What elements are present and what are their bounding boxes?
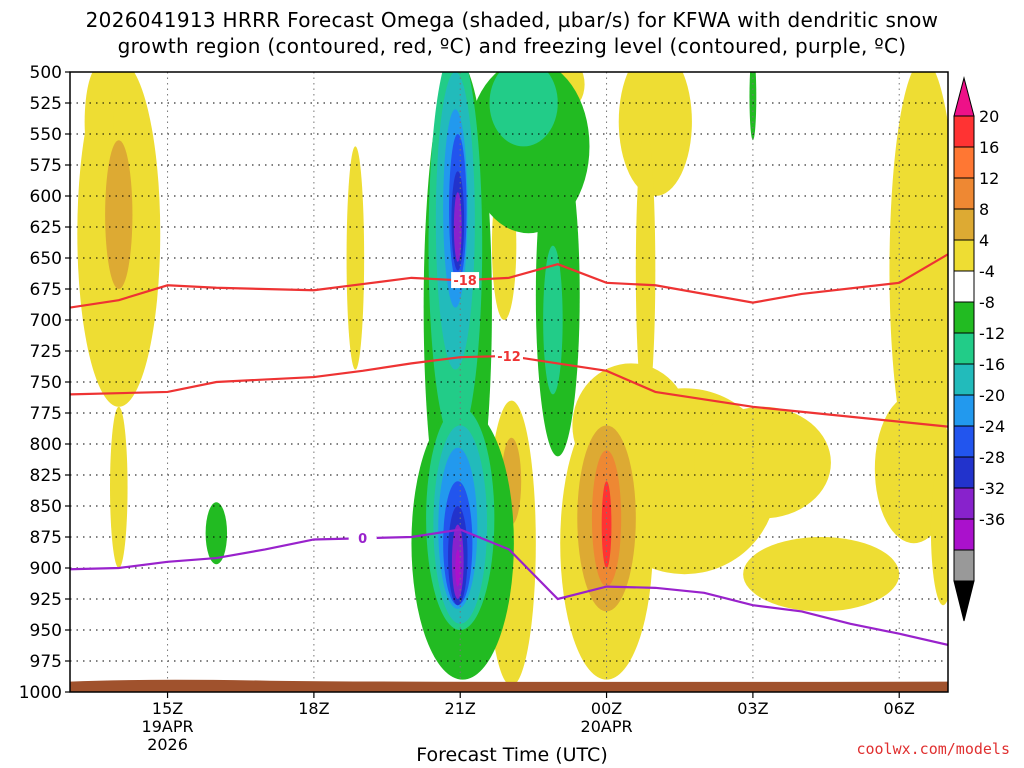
omega-region-neg8-4	[543, 245, 563, 395]
colorbar-label-4: 8	[979, 200, 989, 219]
y-tick-label-525: 525	[30, 94, 62, 114]
colorbar-swatch-7	[953, 301, 975, 334]
dgz-top-label: -18	[453, 274, 477, 289]
axis-layer: 500 525 550 575 600 625 650 675 700 725 750 775 800 8…	[19, 63, 915, 754]
y-tick-label-500: 500	[30, 63, 62, 83]
colorbar-swatch-11	[953, 425, 975, 458]
x-tick-label-03Z: 03Z	[737, 699, 768, 718]
x-tick-label-06Z: 06Z	[884, 699, 915, 718]
omega-region-4-13	[694, 406, 831, 519]
colorbar-swatch-5	[953, 239, 975, 272]
colorbar-label-13: -32	[979, 479, 1005, 498]
colorbar-swatch-10	[953, 394, 975, 427]
freezing-level-label-bg	[348, 530, 377, 547]
y-tick-label-650: 650	[30, 249, 62, 269]
omega-field-layer	[77, 72, 948, 686]
y-tick-label-550: 550	[30, 125, 62, 145]
colorbar-swatch-14	[953, 518, 975, 551]
omega-region-4-16	[874, 394, 948, 544]
x-tick-date-15Z: 19APR	[142, 717, 194, 736]
y-tick-label-1000: 1000	[19, 683, 62, 703]
dgz-bottom-label-bg	[495, 347, 523, 364]
y-tick-label-975: 975	[30, 652, 62, 672]
omega-region-4-17	[930, 456, 948, 606]
colorbar-label-12: -28	[979, 448, 1005, 467]
dgz-top-label-bg	[451, 272, 480, 289]
dgz-top-contour	[70, 253, 948, 309]
omega-region-16-1	[601, 481, 612, 568]
dgz-bottom-label: -12	[497, 350, 521, 365]
omega-region-4-2	[84, 72, 114, 178]
colorbar-swatch-8	[953, 332, 975, 365]
y-tick-label-875: 875	[30, 528, 62, 548]
colorbar-label-1: 20	[979, 107, 999, 126]
x-tick-date-00Z: 20APR	[581, 717, 633, 736]
colorbar-arrow-bottom	[953, 580, 975, 622]
colorbar-swatch-12	[953, 456, 975, 489]
omega-region-4-14	[743, 537, 900, 612]
x-axis-label: Forecast Time (UTC)	[416, 744, 608, 766]
y-tick-label-625: 625	[30, 218, 62, 238]
colorbar-swatch-6	[953, 270, 975, 303]
x-tick-label-21Z: 21Z	[445, 699, 476, 718]
site-credit: coolwx.com/models	[856, 740, 1010, 758]
colorbar-label-9: -16	[979, 355, 1005, 374]
omega-region-4-8	[618, 72, 692, 196]
omega-region-4-9	[635, 127, 656, 413]
x-tick-label-00Z: 00Z	[591, 699, 622, 718]
x-tick-label-18Z: 18Z	[298, 699, 329, 718]
y-tick-label-850: 850	[30, 497, 62, 517]
omega-region-4-3	[109, 406, 128, 568]
omega-region-neg4-5	[205, 502, 228, 565]
dgz-bottom-contour	[70, 354, 948, 428]
colorbar-swatch-2	[953, 146, 975, 179]
contour-layer: -18 -12 0	[70, 253, 948, 646]
colorbar-swatch-13	[953, 487, 975, 520]
freezing-level-contour	[70, 528, 948, 646]
omega-region-4-15	[889, 72, 948, 482]
colorbar: 20 16 12 8 4 -4 -8 -12 -16 -20 -24 -28 -32 -36	[953, 76, 1005, 622]
colorbar-label-6: -4	[979, 262, 995, 281]
colorbar-swatch-1	[953, 115, 975, 148]
colorbar-label-14: -36	[979, 510, 1005, 529]
colorbar-label-10: -20	[979, 386, 1005, 405]
colorbar-label-3: 12	[979, 169, 999, 188]
ground-layer	[70, 679, 948, 692]
chart-title-line-1: 2026041913 HRRR Forecast Omega (shaded, …	[85, 8, 939, 32]
chart-title-line-2: growth region (contoured, red, ºC) and f…	[117, 34, 907, 58]
colorbar-arrow-top	[953, 76, 975, 117]
colorbar-label-11: -24	[979, 417, 1005, 436]
colorbar-swatch-4	[953, 208, 975, 241]
omega-region-neg8-3	[489, 72, 558, 147]
y-tick-label-925: 925	[30, 590, 62, 610]
y-tick-label-800: 800	[30, 435, 62, 455]
colorbar-label-2: 16	[979, 138, 999, 157]
y-tick-label-900: 900	[30, 559, 62, 579]
freezing-level-label: 0	[358, 532, 367, 547]
x-tick-label-15Z: 15Z	[152, 699, 183, 718]
colorbar-swatch-9	[953, 363, 975, 396]
colorbar-label-8: -12	[979, 324, 1005, 343]
y-tick-label-775: 775	[30, 404, 62, 424]
colorbar-label-7: -8	[979, 293, 995, 312]
colorbar-label-5: 4	[979, 231, 989, 250]
y-tick-label-700: 700	[30, 311, 62, 331]
y-tick-label-750: 750	[30, 373, 62, 393]
colorbar-swatch-3	[953, 177, 975, 210]
y-tick-label-675: 675	[30, 280, 62, 300]
y-tick-label-825: 825	[30, 466, 62, 486]
x-tick-year-15Z: 2026	[147, 735, 188, 754]
colorbar-swatch-15	[953, 549, 975, 582]
y-tick-label-725: 725	[30, 342, 62, 362]
ground-terrain	[70, 679, 948, 692]
y-tick-label-600: 600	[30, 187, 62, 207]
y-tick-label-575: 575	[30, 156, 62, 176]
omega-region-neg32-1	[455, 549, 461, 587]
omega-region-8-1	[105, 140, 133, 289]
y-tick-label-950: 950	[30, 621, 62, 641]
omega-region-4-4	[346, 146, 365, 370]
